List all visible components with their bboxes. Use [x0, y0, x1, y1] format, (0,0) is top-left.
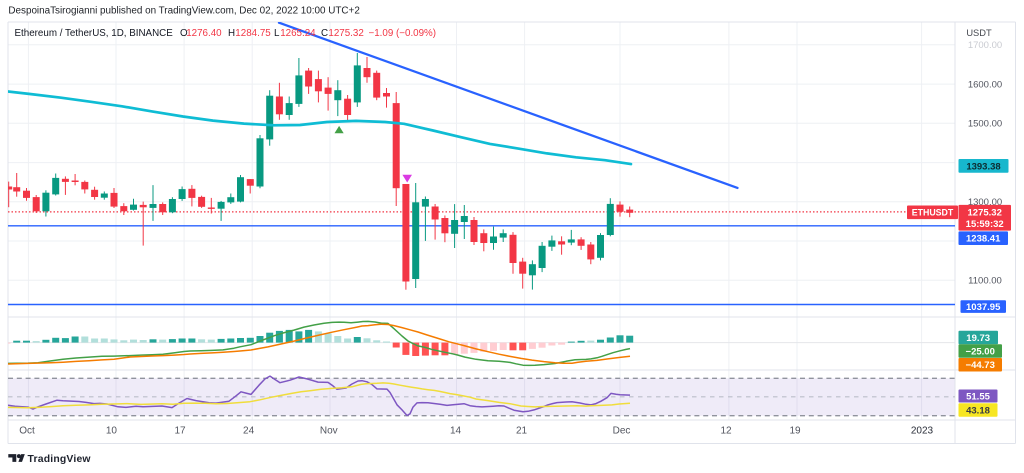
svg-text:1600.00: 1600.00 [968, 80, 1002, 91]
svg-text:Ethereum / TetherUS, 1D, BINAN: Ethereum / TetherUS, 1D, BINANCE O1276.40… [15, 28, 437, 39]
svg-text:−44.73: −44.73 [966, 360, 995, 371]
svg-text:2023: 2023 [911, 426, 934, 437]
svg-text:1393.38: 1393.38 [966, 161, 1000, 172]
svg-text:10: 10 [106, 426, 118, 437]
svg-text:19.73: 19.73 [966, 333, 990, 344]
svg-text:TradingView: TradingView [28, 454, 92, 465]
svg-text:Nov: Nov [320, 426, 338, 437]
svg-text:1500.00: 1500.00 [968, 119, 1002, 130]
svg-text:14: 14 [450, 426, 462, 437]
svg-text:−25.00: −25.00 [966, 346, 995, 357]
svg-text:USDT: USDT [966, 28, 992, 38]
svg-text:43.18: 43.18 [966, 405, 990, 416]
svg-text:19: 19 [789, 426, 801, 437]
svg-text:1100.00: 1100.00 [968, 276, 1002, 287]
svg-text:12: 12 [720, 426, 732, 437]
svg-text:1300.00: 1300.00 [968, 197, 1002, 208]
svg-text:1037.95: 1037.95 [966, 302, 1001, 313]
svg-text:24: 24 [243, 426, 255, 437]
svg-text:51.55: 51.55 [966, 391, 990, 402]
svg-text:17: 17 [174, 426, 186, 437]
svg-text:Oct: Oct [19, 426, 35, 437]
svg-text:1700.00: 1700.00 [968, 40, 1002, 51]
svg-text:1275.32: 1275.32 [968, 208, 1002, 219]
svg-text:1238.41: 1238.41 [966, 234, 1001, 245]
svg-text:ETHUSDT: ETHUSDT [912, 208, 954, 218]
svg-text:DespoinaTsirogianni published: DespoinaTsirogianni published on Trading… [8, 5, 359, 16]
svg-text:Dec: Dec [613, 426, 631, 437]
svg-text:15:59:32: 15:59:32 [966, 219, 1004, 230]
svg-text:21: 21 [516, 426, 528, 437]
